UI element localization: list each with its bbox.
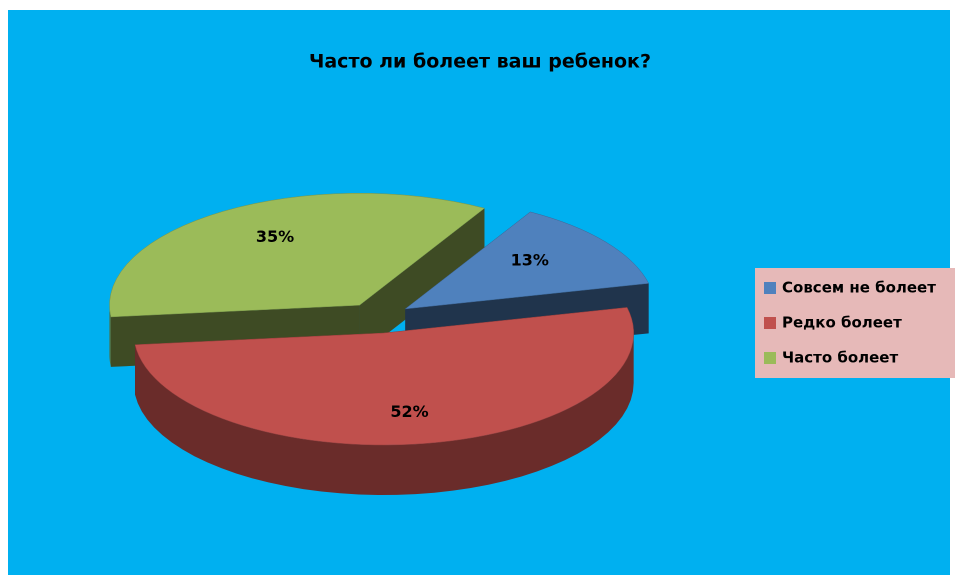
pie: 35% 13% 52% [109, 192, 650, 495]
chart-title: Часто ли болеет ваш ребенок? [309, 51, 651, 73]
slice [404, 211, 650, 310]
data-label: 13% [511, 250, 549, 269]
slice-side [359, 208, 485, 356]
data-label: 52% [390, 402, 428, 421]
legend-swatch [764, 352, 776, 364]
slice [134, 307, 634, 446]
legend: Совсем не болеет Редко болеет Часто болеет [764, 279, 936, 367]
slice: 35% [109, 192, 486, 367]
slice-side [109, 305, 111, 367]
slice-side [135, 333, 634, 495]
legend-label: Совсем не болеет [782, 279, 936, 297]
legend-box [755, 268, 955, 378]
legend-label: Часто болеет [782, 349, 898, 367]
data-label: 35% [256, 227, 294, 246]
legend-label: Редко болеет [782, 314, 902, 332]
legend-swatch [764, 282, 776, 294]
legend-swatch [764, 317, 776, 329]
slice [109, 192, 486, 318]
slice: 52% [134, 307, 634, 495]
